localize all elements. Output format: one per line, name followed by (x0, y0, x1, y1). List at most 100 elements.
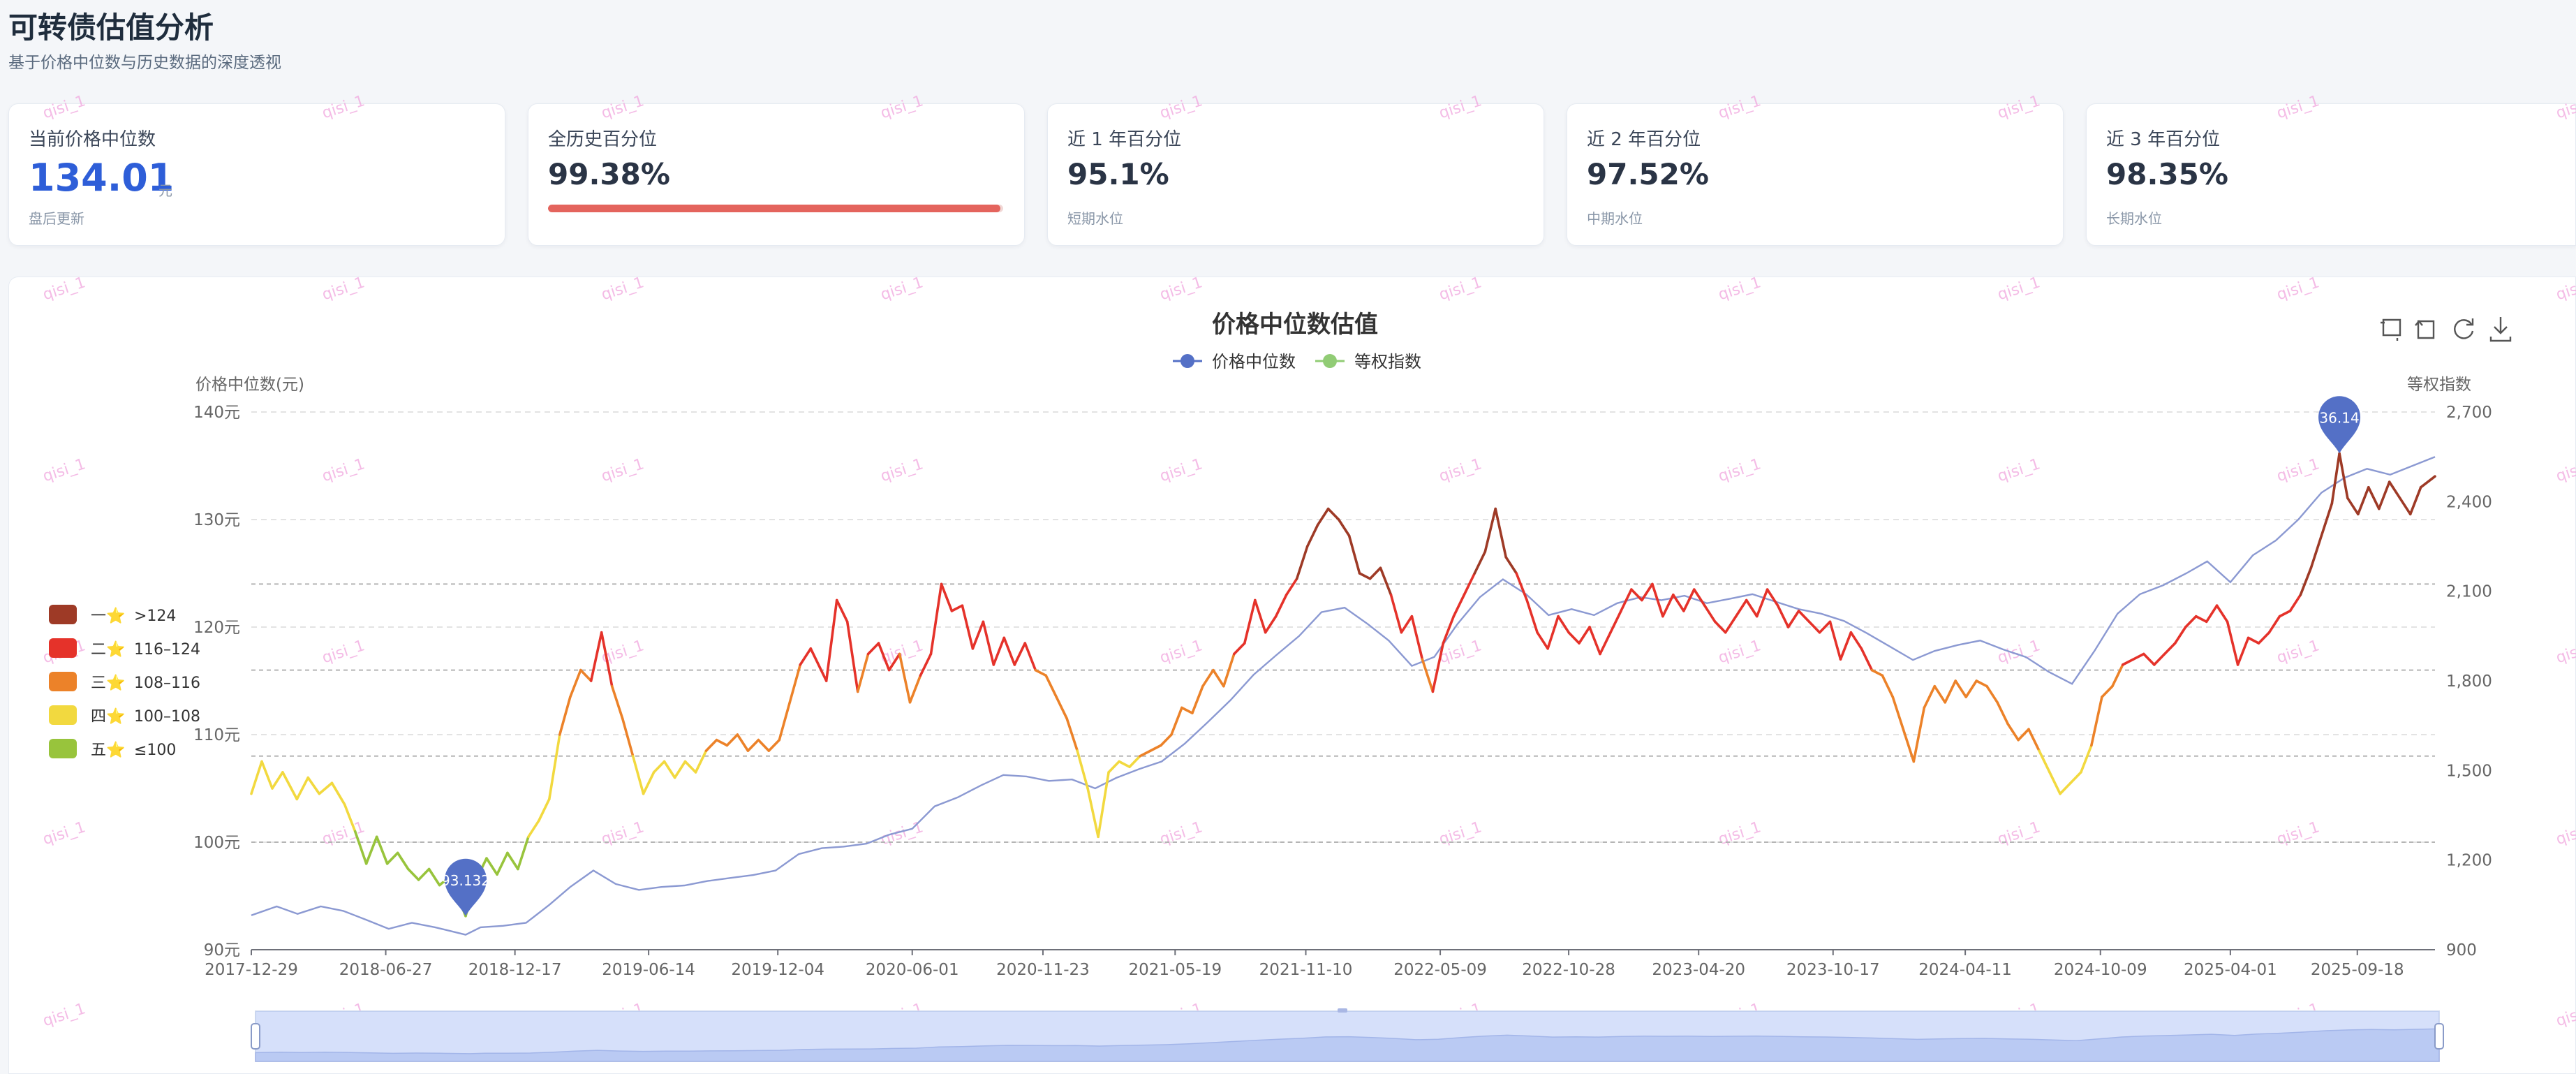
progress-fill (548, 205, 1000, 212)
median-segment (982, 620, 995, 666)
y-right-tick-label: 1,200 (2446, 852, 2492, 870)
y-axis-left-label: 价格中位数(元) (195, 376, 304, 394)
median-segment (1442, 615, 1456, 645)
median-segment (417, 867, 431, 881)
median-segment (1212, 668, 1225, 688)
median-segment (2122, 658, 2135, 666)
median-segment (898, 652, 912, 704)
zoom-reset-icon[interactable] (2415, 320, 2435, 339)
median-segment (517, 835, 530, 871)
grid-lines (251, 411, 2435, 843)
marker-pin[interactable]: 93.132 (441, 858, 490, 916)
median-segment (2111, 663, 2124, 688)
watermark-text: qisi_1 (320, 455, 367, 485)
card-3y-percentile: 近 3 年百分位 98.35% 长期水位 (2086, 103, 2576, 246)
visual-map-swatch (49, 638, 77, 658)
median-segment (1546, 615, 1560, 650)
data-zoom-handle-left[interactable] (251, 1023, 260, 1050)
visual-map-swatch (49, 605, 77, 624)
visual-map-range: ≤100 (134, 742, 176, 759)
watermark-text: qisi_1 (1437, 92, 1483, 122)
median-segment (2038, 749, 2051, 774)
watermark-text: qisi_1 (2274, 274, 2321, 304)
median-segment (538, 797, 551, 822)
median-segment (1609, 610, 1622, 634)
x-tick-label: 2025-09-18 (2311, 961, 2404, 979)
zoom-reset-shape (2415, 320, 2435, 339)
median-segment (1086, 787, 1100, 839)
watermark-text: qisi_1 (40, 455, 87, 485)
data-zoom-slider[interactable] (251, 1008, 2444, 1062)
card-value: 99.38% (548, 157, 670, 191)
legend-item[interactable]: 价格中位数 (1173, 352, 1296, 372)
watermark-text: qisi_1 (1437, 455, 1483, 485)
download-icon[interactable] (2489, 317, 2512, 342)
y-left-tick-label: 140元 (193, 404, 240, 422)
x-tick-label: 2024-10-09 (2054, 961, 2147, 979)
visual-map-item[interactable]: 二⭐ 116–124 (49, 638, 200, 659)
visual-map-item[interactable]: 五⭐ ≤100 (49, 739, 176, 759)
visual-map-level: 一⭐ (91, 607, 125, 625)
median-segment (2153, 652, 2166, 666)
median-segment (2101, 684, 2114, 698)
median-segment (1724, 615, 1738, 634)
median-segment (1285, 577, 1298, 596)
zoom-select-shape (2381, 318, 2401, 341)
card-1y-percentile: 近 1 年百分位 95.1% 短期水位 (1047, 103, 1544, 246)
median-segment (950, 604, 964, 612)
card-subtext: 长期水位 (2106, 210, 2162, 227)
median-segment (2330, 452, 2341, 505)
median-segment (1504, 556, 1518, 575)
visual-map-item[interactable]: 一⭐ >124 (49, 605, 176, 625)
median-segment (318, 781, 334, 795)
median-segment (1985, 684, 1999, 704)
card-subtext: 盘后更新 (29, 210, 84, 227)
marker-pin[interactable]: 136.149 (2311, 396, 2369, 454)
median-segment (1254, 598, 1267, 634)
median-segment (683, 760, 697, 774)
median-segment (1191, 684, 1204, 715)
page-title: 可转债估值分析 (8, 10, 214, 45)
data-zoom-handle-right[interactable] (2434, 1023, 2444, 1050)
median-segment (1494, 507, 1507, 559)
watermark-text: qisi_1 (320, 274, 367, 304)
y-left-tick-label: 90元 (204, 941, 240, 959)
legend-item[interactable]: 等权指数 (1315, 352, 1421, 372)
watermark-text: qisi_1 (2554, 637, 2576, 667)
data-zoom-preview (255, 1028, 2440, 1062)
watermark-text: qisi_1 (1995, 818, 2042, 848)
card-value: 97.52% (1587, 157, 1709, 191)
median-segment (845, 620, 859, 693)
percentile-progress-bar (548, 205, 1003, 212)
zoom-select-icon[interactable] (2381, 318, 2401, 341)
median-segment (1097, 771, 1110, 839)
median-segment (2205, 604, 2219, 624)
marker-label: 136.149 (2311, 409, 2369, 426)
median-segment (2320, 502, 2334, 537)
y-left-tick-label: 100元 (193, 834, 240, 852)
restore-icon[interactable] (2454, 318, 2474, 339)
y-right-tick-label: 1,500 (2446, 762, 2492, 780)
visual-map-range: >124 (134, 608, 176, 625)
median-segment (1933, 684, 1946, 704)
watermark-text: qisi_1 (878, 274, 925, 304)
y-left-tick-label: 130元 (193, 511, 240, 529)
median-segment (809, 647, 828, 682)
median-segment (1557, 615, 1570, 634)
median-segment (1368, 566, 1382, 580)
visual-map-level: 二⭐ (91, 640, 125, 659)
median-segment (1661, 593, 1675, 618)
median-segment (1776, 604, 1790, 628)
median-segment (2378, 480, 2391, 510)
median-segment (2194, 615, 2208, 624)
y-right-tick-label: 2,100 (2446, 583, 2492, 601)
median-segment (2346, 496, 2360, 516)
visual-map-item[interactable]: 四⭐ 100–108 (49, 705, 200, 726)
median-segment (496, 851, 509, 876)
visual-map-item[interactable]: 三⭐ 108–116 (49, 672, 200, 692)
median-segment (652, 760, 666, 774)
median-segment (1651, 582, 1664, 618)
median-segment (1463, 572, 1476, 596)
data-zoom-move-handle[interactable] (1338, 1008, 1347, 1013)
